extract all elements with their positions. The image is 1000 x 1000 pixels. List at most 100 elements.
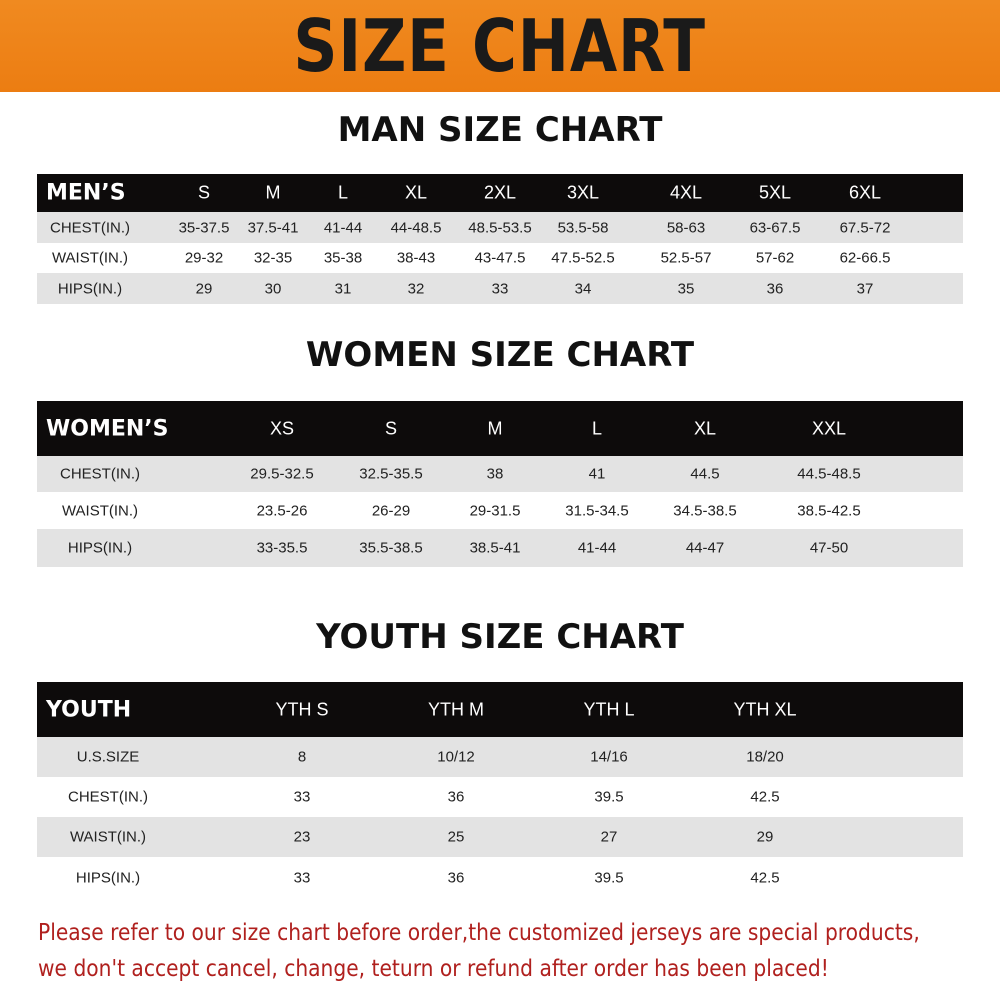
size-header: XXL xyxy=(811,418,847,438)
table-row: CHEST(IN.) 29.5-32.5 32.5-35.5 38 41 44.5 44.5… xyxy=(37,456,963,492)
table-cell: 41 xyxy=(588,465,606,483)
table-cell: 8 xyxy=(297,748,307,766)
table-cell: 37.5-41 xyxy=(247,219,299,236)
table-cell: 67.5-72 xyxy=(839,219,891,236)
table-cell: 30 xyxy=(264,280,282,297)
size-header: 6XL xyxy=(848,182,882,203)
table-row: U.S.SIZE 8 10/12 14/16 18/20 xyxy=(37,737,963,777)
youth-title: YOUTH SIZE CHART xyxy=(316,617,684,657)
size-header: 4XL xyxy=(669,182,703,203)
size-header: S xyxy=(197,182,211,203)
table-header-row: MEN’S S M L XL 2XL 3XL 4XL 5XL 6XL xyxy=(37,174,963,212)
size-header: L xyxy=(337,182,349,203)
table-cell: 44-47 xyxy=(685,539,725,557)
table-cell: 48.5-53.5 xyxy=(468,219,532,236)
notice-line-1: Please refer to our size chart before or… xyxy=(38,920,920,946)
row-label: WAIST(IN.) xyxy=(61,502,139,519)
table-cell: 29-32 xyxy=(184,249,224,267)
row-label: WAIST(IN.) xyxy=(69,828,147,846)
table-cell: 47-50 xyxy=(809,539,849,557)
table-row: HIPS(IN.) 29 30 31 32 33 34 35 36 37 xyxy=(37,273,963,304)
table-cell: 10/12 xyxy=(437,748,475,766)
table-row: WAIST(IN.) 23.5-26 26-29 29-31.5 31.5-34.5 34… xyxy=(37,492,963,529)
size-header: YTH L xyxy=(583,699,635,719)
table-cell: 44.5 xyxy=(690,465,720,483)
table-cell: 29-31.5 xyxy=(469,502,521,519)
size-header: YTH XL xyxy=(733,699,797,719)
table-cell: 31 xyxy=(334,280,352,297)
table-cell: 42.5 xyxy=(750,788,780,806)
row-label: WAIST(IN.) xyxy=(51,249,129,267)
table-cell: 27 xyxy=(600,828,618,846)
table-header-row: YOUTH YTH S YTH M YTH L YTH XL xyxy=(37,682,963,737)
table-cell: 38.5-42.5 xyxy=(797,502,861,519)
banner-title: SIZE CHART xyxy=(293,4,707,88)
table-row: HIPS(IN.) 33-35.5 35.5-38.5 38.5-41 41-44 44-… xyxy=(37,529,963,567)
table-row: CHEST(IN.) 35-37.5 37.5-41 41-44 44-48.5 48.5… xyxy=(37,212,963,243)
table-cell: 14/16 xyxy=(590,748,628,766)
size-header: 2XL xyxy=(483,182,517,203)
size-header: XS xyxy=(269,418,295,438)
size-header: 5XL xyxy=(758,182,792,203)
table-cell: 36 xyxy=(447,788,465,806)
table-cell: 32.5-35.5 xyxy=(359,465,423,483)
table-row: WAIST(IN.) 29-32 32-35 35-38 38-43 43-47.5 47.… xyxy=(37,243,963,273)
notice-line-2: we don't accept cancel, change, teturn o… xyxy=(38,956,829,982)
table-cell: 37 xyxy=(856,280,874,297)
size-header: L xyxy=(591,418,603,438)
table-cell: 38-43 xyxy=(396,249,436,267)
table-cell: 18/20 xyxy=(746,748,784,766)
table-cell: 52.5-57 xyxy=(660,249,712,267)
size-header: YTH M xyxy=(428,699,484,719)
table-cell: 63-67.5 xyxy=(749,219,801,236)
table-cell: 33 xyxy=(293,788,311,806)
men-title: MAN SIZE CHART xyxy=(337,110,663,150)
table-cell: 38.5-41 xyxy=(469,539,521,557)
table-cell: 44-48.5 xyxy=(390,219,442,236)
size-header: XL xyxy=(693,418,717,438)
size-header: XL xyxy=(404,182,428,203)
table-cell: 35 xyxy=(677,280,695,297)
table-cell: 41-44 xyxy=(577,539,617,557)
row-label: U.S.SIZE xyxy=(76,748,140,766)
table-cell: 36 xyxy=(447,869,465,886)
table-cell: 53.5-58 xyxy=(557,219,609,236)
table-cell: 32 xyxy=(407,280,425,297)
table-cell: 25 xyxy=(447,828,465,846)
row-label: CHEST(IN.) xyxy=(68,788,148,806)
row-label: CHEST(IN.) xyxy=(50,219,130,236)
table-cell: 33 xyxy=(491,280,509,297)
table-header-row: WOMEN’S XS S M L XL XXL xyxy=(37,401,963,456)
table-cell: 41-44 xyxy=(323,219,363,236)
table-cell: 29 xyxy=(195,280,213,297)
table-cell: 29 xyxy=(756,828,774,846)
row-label: HIPS(IN.) xyxy=(57,280,123,297)
table-cell: 42.5 xyxy=(750,869,780,886)
size-chart-banner: SIZE CHART xyxy=(0,0,1000,92)
row-label: HIPS(IN.) xyxy=(67,539,133,557)
header-label: WOMEN’S xyxy=(46,416,169,441)
row-label: CHEST(IN.) xyxy=(60,465,140,483)
table-cell: 39.5 xyxy=(594,788,624,806)
header-label: YOUTH xyxy=(46,697,132,722)
size-header: 3XL xyxy=(566,182,600,203)
table-cell: 43-47.5 xyxy=(474,249,526,267)
table-cell: 35-37.5 xyxy=(178,219,230,236)
table-cell: 23.5-26 xyxy=(256,502,308,519)
size-header: M xyxy=(265,182,281,203)
table-cell: 35-38 xyxy=(323,249,363,267)
header-label: MEN’S xyxy=(46,180,126,206)
size-header: M xyxy=(487,418,503,438)
table-cell: 33-35.5 xyxy=(256,539,308,557)
table-cell: 23 xyxy=(293,828,311,846)
table-cell: 33 xyxy=(293,869,311,886)
table-cell: 34 xyxy=(574,280,592,297)
table-cell: 35.5-38.5 xyxy=(359,539,423,557)
table-cell: 29.5-32.5 xyxy=(250,465,314,483)
table-cell: 26-29 xyxy=(371,502,411,519)
size-header: S xyxy=(384,418,398,438)
table-cell: 58-63 xyxy=(666,219,706,236)
table-cell: 57-62 xyxy=(755,249,795,267)
size-header: YTH S xyxy=(275,699,329,719)
table-cell: 31.5-34.5 xyxy=(565,502,629,519)
